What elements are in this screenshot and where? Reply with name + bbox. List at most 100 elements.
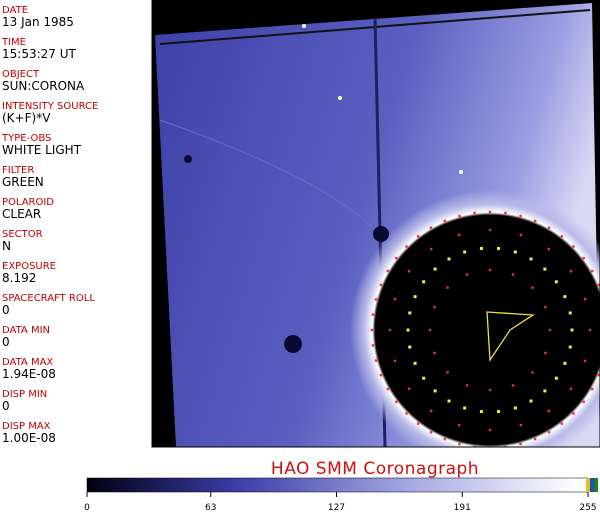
field-label: DATE: [2, 5, 28, 16]
field-value: 0: [2, 303, 10, 317]
grid-dot: [422, 280, 426, 284]
grid-dot: [533, 219, 537, 223]
field-value: 8.192: [2, 271, 36, 285]
grid-dot: [560, 235, 564, 238]
grid-dot: [519, 214, 522, 218]
grid-dot: [429, 226, 433, 230]
field-label: TYPE-OBS: [1, 133, 51, 144]
grid-dot: [429, 247, 433, 251]
star: [302, 24, 306, 28]
colorbar-tick-label: 191: [454, 503, 471, 512]
star: [459, 170, 463, 174]
field-label: OBJECT: [2, 69, 40, 80]
grid-dot: [395, 400, 398, 404]
grid-dot: [582, 256, 585, 260]
grid-dot: [446, 286, 449, 289]
grid-dot: [405, 412, 408, 415]
grid-dot: [370, 328, 374, 332]
grid-dot: [572, 245, 575, 248]
grid-dot: [428, 328, 432, 332]
grid-dot: [572, 412, 575, 415]
grid-dot: [588, 328, 592, 332]
grid-dot: [533, 437, 537, 441]
field-value: SUN:CORONA: [2, 79, 85, 93]
grid-dot: [547, 247, 551, 251]
field-value: 1.94E-08: [2, 367, 56, 381]
grid-dot: [388, 328, 392, 332]
grid-dot: [379, 283, 383, 287]
grid-dot: [386, 269, 390, 273]
grid-dot: [597, 373, 600, 377]
sector-outline: [486, 311, 535, 362]
grid-dot: [504, 211, 507, 215]
grid-dot: [443, 437, 447, 441]
grid-dot: [446, 371, 449, 374]
field-value: 0: [2, 399, 10, 413]
colorbar-tick-label: 0: [84, 503, 90, 512]
grid-dot: [590, 269, 594, 273]
grid-dot: [447, 257, 451, 261]
grid-dot: [568, 345, 572, 349]
grid-dot: [544, 305, 547, 309]
grid-dot: [413, 361, 417, 365]
grid-dot: [569, 269, 573, 273]
grid-dot: [479, 410, 483, 414]
field-label: SECTOR: [2, 229, 43, 240]
field-label: DISP MIN: [2, 389, 47, 400]
grid-dot: [582, 400, 585, 404]
field-label: INTENSITY SOURCE: [2, 101, 98, 112]
grid-dot: [407, 387, 411, 391]
grid-dot: [547, 409, 551, 413]
spot: [284, 335, 302, 353]
field-label: DATA MIN: [2, 325, 50, 336]
grid-dot: [488, 210, 492, 214]
field-label: FILTER: [2, 165, 34, 176]
grid-dot: [488, 268, 492, 272]
grid-dot: [416, 235, 420, 238]
grid-dot: [413, 295, 417, 299]
grid-dot: [416, 422, 420, 425]
grid-dot: [548, 328, 552, 332]
grid-dot: [433, 305, 436, 309]
grid-dot: [458, 214, 461, 218]
grid-dot: [543, 267, 547, 271]
grid-dot: [511, 273, 515, 276]
grid-dot: [371, 344, 375, 347]
field-value: 1.00E-08: [2, 431, 56, 445]
grid-dot: [463, 406, 467, 410]
grid-dot: [479, 246, 483, 250]
grid-dot: [570, 328, 574, 332]
image-border: [151, 0, 600, 448]
grid-dot: [554, 376, 558, 380]
field-value: WHITE LIGHT: [2, 143, 82, 157]
field-value: 15:53:27 UT: [2, 47, 76, 61]
grid-dot: [374, 359, 378, 362]
grid-dot: [519, 442, 522, 446]
title: HAO SMM Coronagraph: [271, 459, 479, 479]
grid-dot: [488, 428, 492, 432]
field-label: SPACECRAFT ROLL: [2, 293, 95, 304]
spot: [184, 155, 192, 163]
grid-dot: [473, 211, 476, 215]
grid-dot: [406, 328, 410, 332]
grid-dot: [422, 376, 426, 380]
grid-dot: [433, 351, 436, 355]
colorbar-tick-label: 255: [579, 503, 596, 512]
field-value: N: [2, 239, 11, 253]
grid-dot: [563, 295, 567, 299]
grid-dot: [488, 228, 492, 232]
grid-dot: [511, 384, 515, 387]
spot: [373, 226, 389, 242]
grid-dot: [393, 297, 397, 301]
grid-dot: [379, 373, 383, 377]
grid-dot: [408, 311, 412, 315]
grid-dot: [457, 233, 461, 237]
grid-dot: [504, 445, 507, 447]
field-value: 13 Jan 1985: [2, 15, 74, 29]
field-value: (K+F)*V: [2, 111, 51, 125]
grid-dot: [405, 245, 408, 248]
grid-dot: [583, 359, 587, 363]
grid-dot: [519, 423, 523, 427]
